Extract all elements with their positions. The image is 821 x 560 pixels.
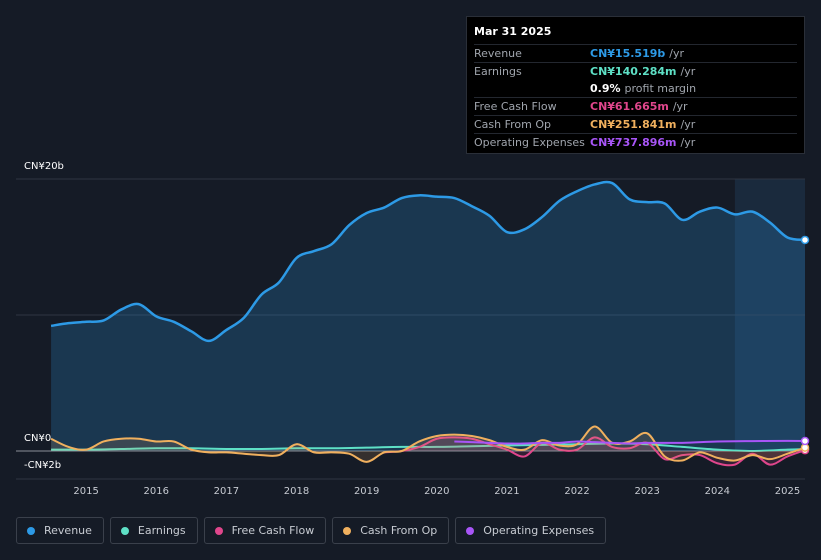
x-tick-label: 2016 xyxy=(144,486,169,497)
tooltip-row-cash-from-op: Cash From Op CN¥251.841m /yr xyxy=(474,115,797,133)
legend-label: Free Cash Flow xyxy=(231,524,315,537)
tooltip-label: Revenue xyxy=(474,47,522,60)
tooltip-value: CN¥737.896m xyxy=(590,136,677,149)
legend-label: Earnings xyxy=(137,524,186,537)
x-tick-label: 2021 xyxy=(494,486,519,497)
legend-label: Cash From Op xyxy=(360,524,438,537)
tooltip-unit: /yr xyxy=(680,118,696,131)
y-tick-label-top: CN¥20b xyxy=(24,161,64,172)
x-tick-label: 2022 xyxy=(564,486,589,497)
tooltip-unit: profit margin xyxy=(624,82,697,95)
tooltip-unit: /yr xyxy=(680,65,696,78)
tooltip-unit: /yr xyxy=(672,100,688,113)
x-tick-label: 2020 xyxy=(424,486,449,497)
x-tick-label: 2018 xyxy=(284,486,309,497)
legend-dot-icon xyxy=(466,526,475,535)
tooltip-row-operating-expenses: Operating Expenses CN¥737.896m /yr xyxy=(474,133,797,151)
tooltip-value: CN¥61.665m xyxy=(590,100,669,113)
tooltip-row-free-cash-flow: Free Cash Flow CN¥61.665m /yr xyxy=(474,97,797,115)
tooltip-date: Mar 31 2025 xyxy=(474,25,552,38)
tooltip-label: Free Cash Flow xyxy=(474,100,557,113)
tooltip-unit: /yr xyxy=(680,136,696,149)
cash-from-op-line xyxy=(50,425,806,463)
earnings-line xyxy=(51,442,806,452)
tooltip-label: Earnings xyxy=(474,65,522,78)
tooltip-unit: /yr xyxy=(669,47,685,60)
tooltip-row-profit-margin: 0.9% profit margin xyxy=(474,80,797,97)
revenue-line xyxy=(50,180,806,343)
tooltip-row-revenue: Revenue CN¥15.519b /yr xyxy=(474,44,797,62)
y-tick-label-zero: CN¥0 xyxy=(24,433,52,444)
x-tick-label: 2024 xyxy=(705,486,730,497)
legend-dot-icon xyxy=(120,526,129,535)
operating-expenses-line xyxy=(454,439,806,445)
legend-item-operating-expenses[interactable]: Operating Expenses xyxy=(455,517,607,544)
x-tick-label: 2025 xyxy=(775,486,800,497)
x-tick-label: 2019 xyxy=(354,486,379,497)
free-cash-flow-line xyxy=(384,436,806,467)
legend-dot-icon xyxy=(214,526,223,535)
y-tick-label-bottom: -CN¥2b xyxy=(24,460,62,471)
operating-expenses-end-marker xyxy=(800,436,810,446)
tooltip-row-earnings: Earnings CN¥140.284m /yr xyxy=(474,62,797,80)
x-tick-label: 2017 xyxy=(214,486,239,497)
legend-label: Operating Expenses xyxy=(483,524,595,537)
revenue-area xyxy=(51,182,806,451)
tooltip-value: CN¥15.519b xyxy=(590,47,666,60)
x-tick-label: 2023 xyxy=(634,486,659,497)
legend-item-free-cash-flow[interactable]: Free Cash Flow xyxy=(203,517,327,544)
tooltip-value: CN¥140.284m xyxy=(590,65,677,78)
revenue-end-marker xyxy=(800,235,810,245)
tooltip-label: Cash From Op xyxy=(474,118,552,131)
tooltip-value: 0.9% xyxy=(590,82,621,95)
legend-item-cash-from-op[interactable]: Cash From Op xyxy=(332,517,450,544)
legend-item-earnings[interactable]: Earnings xyxy=(109,517,198,544)
tooltip-value: CN¥251.841m xyxy=(590,118,677,131)
legend-dot-icon xyxy=(343,526,352,535)
chart-legend: Revenue Earnings Free Cash Flow Cash Fro… xyxy=(16,517,607,544)
hover-tooltip: Mar 31 2025 Revenue CN¥15.519b /yr Earni… xyxy=(466,16,805,154)
x-tick-label: 2015 xyxy=(73,486,98,497)
tooltip-label: Operating Expenses xyxy=(474,136,585,149)
legend-label: Revenue xyxy=(44,524,92,537)
legend-dot-icon xyxy=(27,526,35,535)
legend-item-revenue[interactable]: Revenue xyxy=(16,517,104,544)
